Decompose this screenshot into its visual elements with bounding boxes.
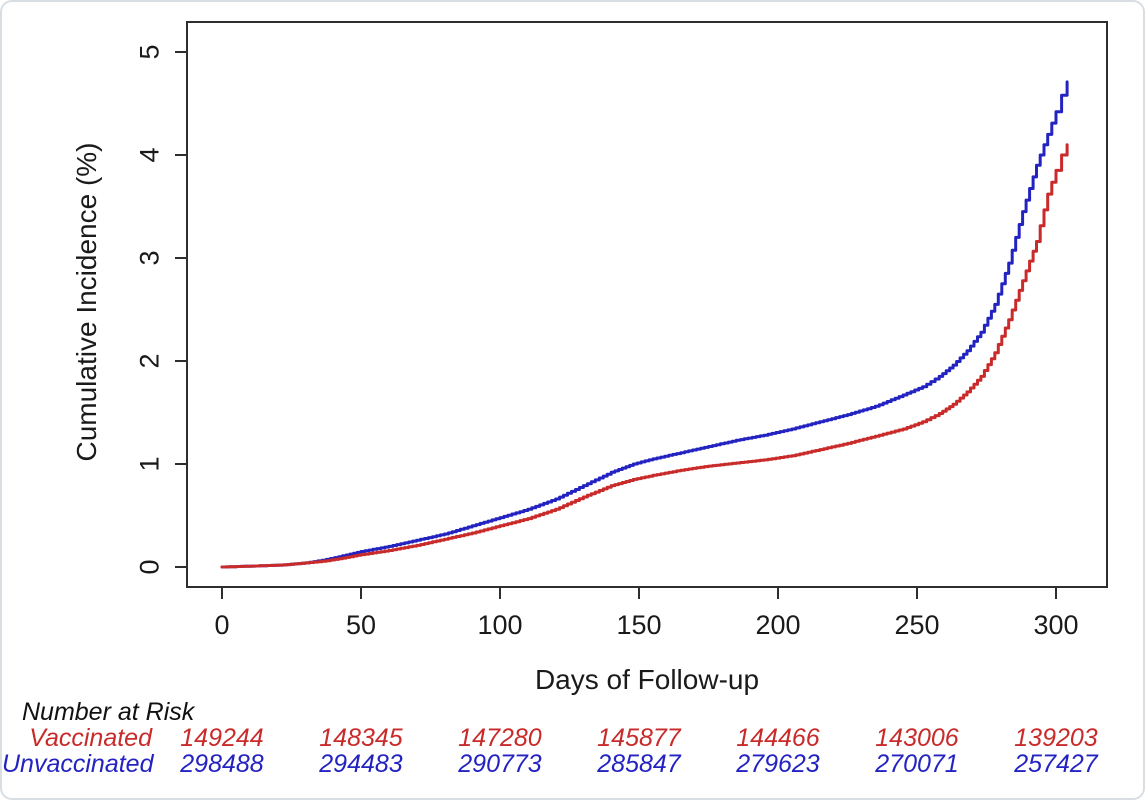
risk-count: 290773 <box>458 750 542 778</box>
x-axis-title: Days of Follow-up <box>534 664 760 695</box>
y-tick-label: 1 <box>134 456 165 472</box>
risk-count: 148345 <box>319 724 403 752</box>
y-tick-label: 4 <box>134 147 165 163</box>
x-tick-label: 250 <box>894 610 940 640</box>
axis-tick-marks <box>175 51 1057 599</box>
risk-count: 139203 <box>1014 724 1098 752</box>
x-tick-label: 150 <box>616 610 662 640</box>
y-tick-label: 3 <box>134 250 165 266</box>
risk-count: 143006 <box>875 724 959 752</box>
risk-count: 144466 <box>736 724 820 752</box>
x-tick-label: 0 <box>214 610 230 640</box>
risk-row-label-vaccinated: Vaccinated <box>29 724 152 752</box>
y-tick-label: 2 <box>134 353 165 369</box>
risk-count: 257427 <box>1014 750 1098 778</box>
risk-table-title: Number at Risk <box>22 698 195 726</box>
x-tick-label: 200 <box>755 610 801 640</box>
risk-count: 145877 <box>597 724 681 752</box>
y-axis-title: Cumulative Incidence (%) <box>71 142 102 462</box>
y-tick-label: 0 <box>134 559 165 575</box>
risk-count: 294483 <box>319 750 403 778</box>
x-tick-label: 100 <box>477 610 523 640</box>
unvaccinated-curve <box>220 80 1069 569</box>
risk-count: 285847 <box>597 750 681 778</box>
risk-count: 147280 <box>458 724 542 752</box>
x-tick-label: 300 <box>1033 610 1079 640</box>
x-tick-label: 50 <box>345 610 377 640</box>
risk-row-unvaccinated: Unvaccinated 298488 294483 290773 285847 279… <box>2 750 1143 778</box>
plot-box <box>186 21 1108 588</box>
risk-count: 298488 <box>180 750 264 778</box>
risk-count: 279623 <box>736 750 820 778</box>
risk-row-label-unvaccinated: Unvaccinated <box>2 750 154 778</box>
vaccinated-curve <box>220 143 1069 569</box>
risk-count: 270071 <box>875 750 959 778</box>
risk-row-vaccinated: Vaccinated 149244 148345 147280 145877 14446… <box>2 724 1143 752</box>
y-tick-label: 5 <box>134 44 165 60</box>
risk-count: 149244 <box>180 724 264 752</box>
